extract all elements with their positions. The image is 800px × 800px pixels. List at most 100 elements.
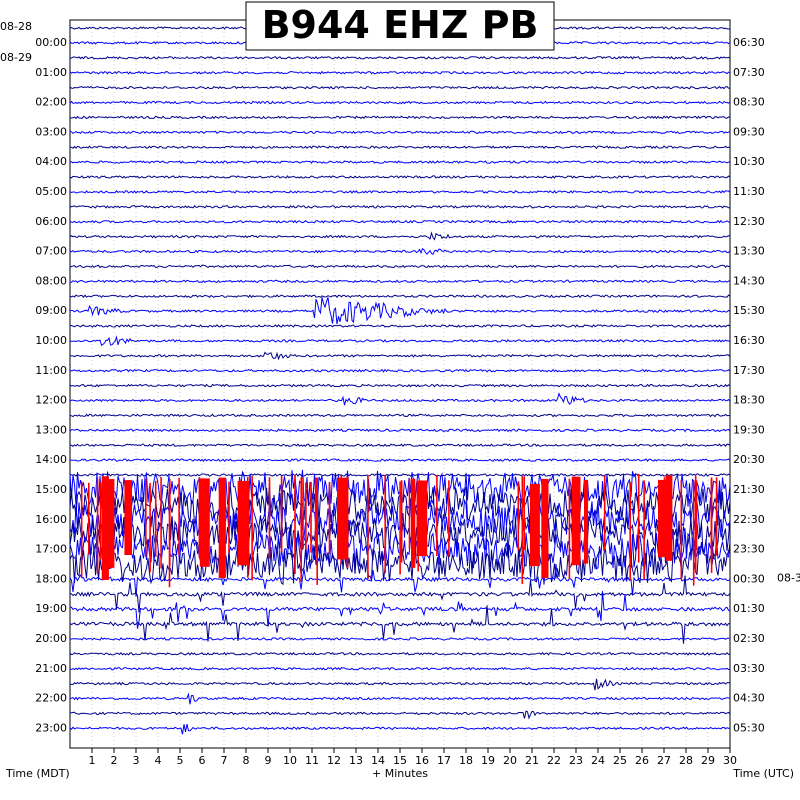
right-hour-label: 04:30 [733, 692, 765, 705]
clipped-signal-bar [448, 480, 450, 557]
left-hour-label: 10:00 [35, 334, 67, 347]
trace-row-11 [69, 189, 731, 194]
clipped-signal-bar [305, 482, 307, 550]
clipped-signal-bar [228, 481, 230, 554]
trace-row-15 [69, 247, 731, 255]
trace-row-4 [69, 85, 731, 90]
clipped-signal-bar [541, 478, 549, 578]
right-date-label: 08-3 [777, 571, 800, 584]
x-tick-label: 5 [177, 754, 184, 767]
right-hour-label: 10:30 [733, 155, 765, 168]
left-hour-label: 19:00 [35, 602, 67, 615]
x-tick-label: 11 [305, 754, 319, 767]
clipped-signal-bar [268, 477, 271, 559]
clipped-signal-bar [106, 479, 115, 568]
clipped-signal-bar [417, 483, 419, 572]
left-hour-label: 07:00 [35, 245, 67, 258]
clipped-signal-bar [328, 482, 331, 555]
clipped-signal-bar [658, 479, 667, 558]
clipped-signal-bar [643, 480, 645, 580]
x-tick-label: 9 [265, 754, 272, 767]
right-hour-label: 11:30 [733, 185, 765, 198]
clipped-signal-bar [367, 475, 369, 580]
clipped-signal-bar [411, 478, 416, 568]
x-tick-label: 7 [221, 754, 228, 767]
clipped-signal-bar [521, 475, 524, 585]
trace-row-47 [69, 723, 731, 735]
trace-row-37 [69, 563, 731, 597]
clipped-signal-bar [408, 478, 411, 550]
x-tick-label: 22 [547, 754, 561, 767]
trace-row-2 [69, 55, 731, 60]
left-hour-label: 13:00 [35, 423, 67, 436]
trace-row-14 [69, 231, 731, 241]
clipped-signal-bar [218, 477, 226, 578]
left-hour-label: 23:00 [35, 721, 67, 734]
trace-row-24 [69, 383, 731, 388]
right-hour-label: 23:30 [733, 543, 765, 556]
trace-row-41 [69, 637, 731, 641]
clipped-signal-bar [584, 479, 589, 564]
right-hour-label: 02:30 [733, 632, 765, 645]
seismic-traces [69, 26, 731, 735]
left-hour-label: 16:00 [35, 513, 67, 526]
clipped-signal-bar [337, 477, 349, 560]
x-tick-label: 23 [569, 754, 583, 767]
left-hour-label: 02:00 [35, 96, 67, 109]
left-hour-label: 08:00 [35, 274, 67, 287]
clipped-signal-bar [400, 480, 403, 563]
clipped-signal-bar [251, 476, 253, 581]
right-axis-label: Time (UTC) [732, 767, 794, 780]
trace-row-10 [69, 175, 731, 179]
clipped-signal-bar [517, 481, 520, 551]
clipped-signal-bar [436, 475, 438, 556]
left-hour-label: 20:00 [35, 632, 67, 645]
trace-row-29 [70, 458, 731, 463]
left-date-label: 08-29 [0, 51, 32, 64]
trace-row-22 [69, 351, 731, 361]
clipped-signal-bar [101, 476, 109, 580]
title-box [245, 1, 555, 51]
clipped-signal-bar [314, 477, 317, 551]
trace-row-17 [69, 279, 731, 284]
right-hour-label: 08:30 [733, 96, 765, 109]
clipped-signal-bar [571, 476, 581, 566]
clipped-signal-bar [529, 483, 540, 567]
trace-row-18 [69, 294, 731, 299]
left-date-label: 08-28 [0, 20, 32, 33]
clipped-signal-bar [695, 480, 698, 551]
x-tick-labels: 1 2 3 4 5 6 7 8 9 10 11 12 13 14 15 16 17 18 19 20 21 22 23 24 2… [89, 748, 737, 767]
right-hour-label: 21:30 [733, 483, 765, 496]
right-hour-label: 18:30 [733, 394, 765, 407]
trace-row-5 [69, 100, 731, 105]
trace-row-3 [69, 70, 731, 75]
clipped-signal-bar [280, 476, 283, 553]
left-hour-label: 03:00 [35, 125, 67, 138]
clipped-signal-bar [160, 477, 162, 569]
clipped-signal-bar [665, 475, 673, 561]
clipped-signal-bar [302, 477, 304, 550]
clipped-signal-bar [241, 483, 250, 554]
clipped-signal-bar [310, 481, 312, 553]
x-tick-label: 24 [591, 754, 605, 767]
x-tick-label: 4 [155, 754, 162, 767]
right-hour-label: 03:30 [733, 662, 765, 675]
trace-row-30 [69, 473, 731, 477]
trace-row-28 [69, 443, 731, 448]
x-tick-label: 27 [657, 754, 671, 767]
x-tick-label: 12 [327, 754, 341, 767]
x-tick-label: 26 [635, 754, 649, 767]
right-hour-label: 22:30 [733, 513, 765, 526]
trace-row-12 [69, 204, 731, 209]
clipped-signal-bar [96, 478, 99, 574]
right-hour-label: 09:30 [733, 125, 765, 138]
clipped-signal-bar [523, 476, 525, 550]
left-hour-label: 21:00 [35, 662, 67, 675]
right-hour-label: 17:30 [733, 364, 765, 377]
left-hour-label: 12:00 [35, 394, 67, 407]
left-hour-label: 15:00 [35, 483, 67, 496]
x-tick-label: 17 [437, 754, 451, 767]
left-hour-label: 18:00 [35, 572, 67, 585]
clipped-signal-bar [239, 479, 241, 565]
